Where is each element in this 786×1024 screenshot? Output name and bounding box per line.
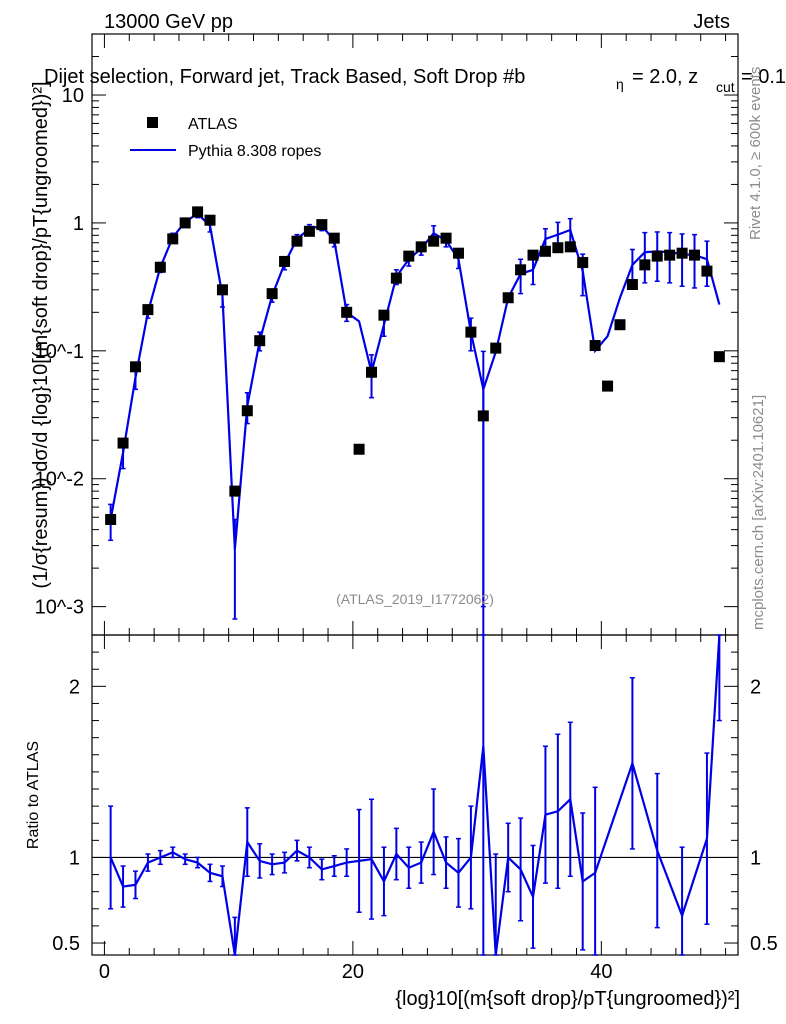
main-ylabel-text: (1/σ{resum}) dσ/d {log}10[(m{soft drop}/… <box>30 81 52 588</box>
data-point <box>701 265 713 277</box>
ytick-label: 1 <box>73 213 84 235</box>
data-point <box>515 264 527 276</box>
data-point <box>167 233 179 245</box>
header-right: Jets <box>693 11 730 33</box>
data-point <box>129 361 141 373</box>
ratio-line <box>109 634 721 956</box>
data-point <box>564 241 576 253</box>
title-eta: η <box>616 76 624 92</box>
data-point <box>577 257 589 269</box>
x-axis-label: {log}10[(m{soft drop}/pT{ungroomed})²] <box>395 988 740 1010</box>
data-point <box>204 214 216 226</box>
ratio-axes: 0 20 40 0.5 0.5 1 1 2 2 <box>52 635 778 983</box>
data-point <box>465 326 477 338</box>
ratio-ytick-label: 0.5 <box>52 933 80 955</box>
main-axes: 10^-3 10^-2 10^-1 1 10 <box>35 33 738 635</box>
rivet-version: Rivet 4.1.0, ≥ 600k events <box>747 67 764 240</box>
data-point <box>452 247 464 259</box>
title-eq2: = 0.1 <box>741 66 786 88</box>
ratio-frame <box>91 634 739 956</box>
data-point <box>403 250 415 262</box>
ratio-ytick-label-right: 1 <box>750 847 761 869</box>
data-point <box>477 410 489 422</box>
data-point <box>639 259 651 271</box>
legend-data-marker <box>147 117 158 128</box>
data-point <box>291 235 303 247</box>
data-point <box>552 242 564 254</box>
mc-line <box>109 212 721 550</box>
data-point <box>415 241 427 253</box>
data-point <box>626 279 638 291</box>
data-point <box>192 206 204 218</box>
main-ylabel: (1/σ{resum}) dσ/d {log}10[(m{soft drop}/… <box>30 81 52 588</box>
data-point <box>266 288 278 300</box>
data-point <box>676 247 688 259</box>
data-point <box>713 351 725 363</box>
data-series <box>105 206 725 525</box>
data-point <box>216 284 228 296</box>
data-point <box>154 261 166 273</box>
data-point <box>428 235 440 247</box>
header-left: 13000 GeV pp <box>104 11 233 33</box>
data-point <box>589 340 601 352</box>
data-point <box>527 249 539 261</box>
title-cut: cut <box>716 79 735 95</box>
data-point <box>689 249 701 261</box>
data-point <box>341 306 353 318</box>
ratio-ytick-label-right: 0.5 <box>750 933 778 955</box>
data-point <box>254 335 266 347</box>
title-eq: = 2.0, z <box>632 66 698 88</box>
data-point <box>614 319 626 331</box>
ratio-series <box>108 634 722 956</box>
data-point <box>502 292 514 304</box>
data-point <box>602 380 614 392</box>
ratio-ytick-label: 1 <box>69 847 80 869</box>
data-point <box>328 232 340 244</box>
mcplots-source: mcplots.cern.ch [arXiv:2401.10621] <box>750 395 767 630</box>
ratio-ylabel: Ratio to ATLAS <box>25 741 42 849</box>
data-point <box>490 342 502 354</box>
data-point <box>651 250 663 262</box>
data-point <box>279 255 291 267</box>
ratio-ytick-label: 2 <box>69 676 80 698</box>
ytick-label: 10^-2 <box>35 469 84 491</box>
legend-data-label: ATLAS <box>188 116 238 133</box>
data-point <box>229 485 241 497</box>
data-point <box>316 219 328 231</box>
data-point <box>664 249 676 261</box>
data-point <box>179 217 191 229</box>
legend-mc-label: Pythia 8.308 ropes <box>188 143 321 160</box>
ratio-ytick-label-right: 2 <box>750 676 761 698</box>
data-point <box>366 366 378 378</box>
data-point <box>117 437 129 449</box>
data-point <box>142 304 154 316</box>
analysis-id: (ATLAS_2019_I1772062) <box>336 591 494 607</box>
data-point <box>378 309 390 321</box>
mc-series <box>108 209 721 635</box>
data-point <box>440 232 452 244</box>
ytick-label: 10 <box>62 85 84 107</box>
data-point <box>539 245 551 257</box>
ytick-label: 10^-1 <box>35 341 84 363</box>
ytick-label: 10^-3 <box>35 597 84 619</box>
data-point <box>241 405 253 417</box>
data-point <box>105 513 117 525</box>
data-point <box>353 443 365 455</box>
data-point <box>303 225 315 237</box>
data-point <box>390 272 402 284</box>
xtick-label: 40 <box>590 961 612 983</box>
xtick-label: 0 <box>99 961 110 983</box>
plot-title: Dijet selection, Forward jet, Track Base… <box>44 66 525 88</box>
xtick-label: 20 <box>342 961 364 983</box>
